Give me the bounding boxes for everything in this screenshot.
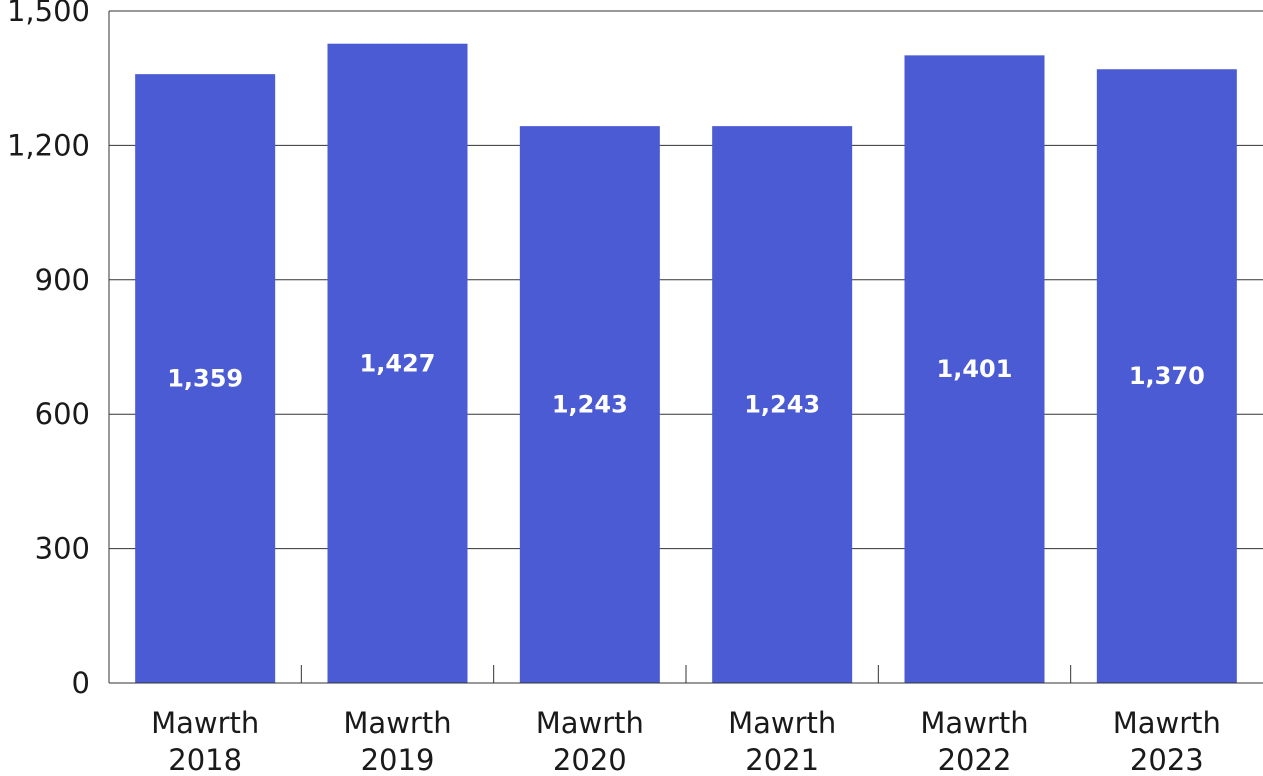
gridlines [109,10,1263,550]
x-tick-label: Mawrth 2021 [728,706,836,776]
x-tick-label: Mawrth 2019 [343,706,451,776]
axes [108,11,1263,684]
data-label: 1,370 [1129,362,1205,390]
data-label: 1,243 [552,391,628,419]
data-label: 1,427 [360,349,436,377]
bar [519,126,660,684]
bar [135,74,276,684]
data-label: 1,401 [937,355,1013,383]
data-label: 1,359 [167,365,243,393]
x-tick-label: Mawrth 2023 [1113,706,1221,776]
y-tick-label: 0 [72,666,90,700]
x-tick-label: Mawrth 2018 [151,706,259,776]
bar [327,43,468,684]
bar [712,126,853,684]
data-labels: 1,359 1,427 1,243 1,243 1,401 1,370 [167,349,1205,418]
y-tick-label: 900 [35,263,90,297]
x-tick-label: Mawrth 2022 [920,706,1028,776]
bar [904,55,1045,684]
bar [1096,69,1237,684]
bars [135,43,1237,684]
data-label: 1,243 [744,391,820,419]
y-tick-label: 1,500 [7,0,90,28]
x-tick-label: Mawrth 2020 [536,706,644,776]
y-tick-label: 300 [35,532,90,566]
y-tick-label: 1,200 [7,128,90,162]
y-tick-label: 600 [35,397,90,431]
y-tick-labels: 0 300 600 900 1,200 1,500 [7,0,90,700]
x-tick-labels: Mawrth 2018 Mawrth 2019 Mawrth 2020 Mawrth 2021… [151,706,1221,776]
